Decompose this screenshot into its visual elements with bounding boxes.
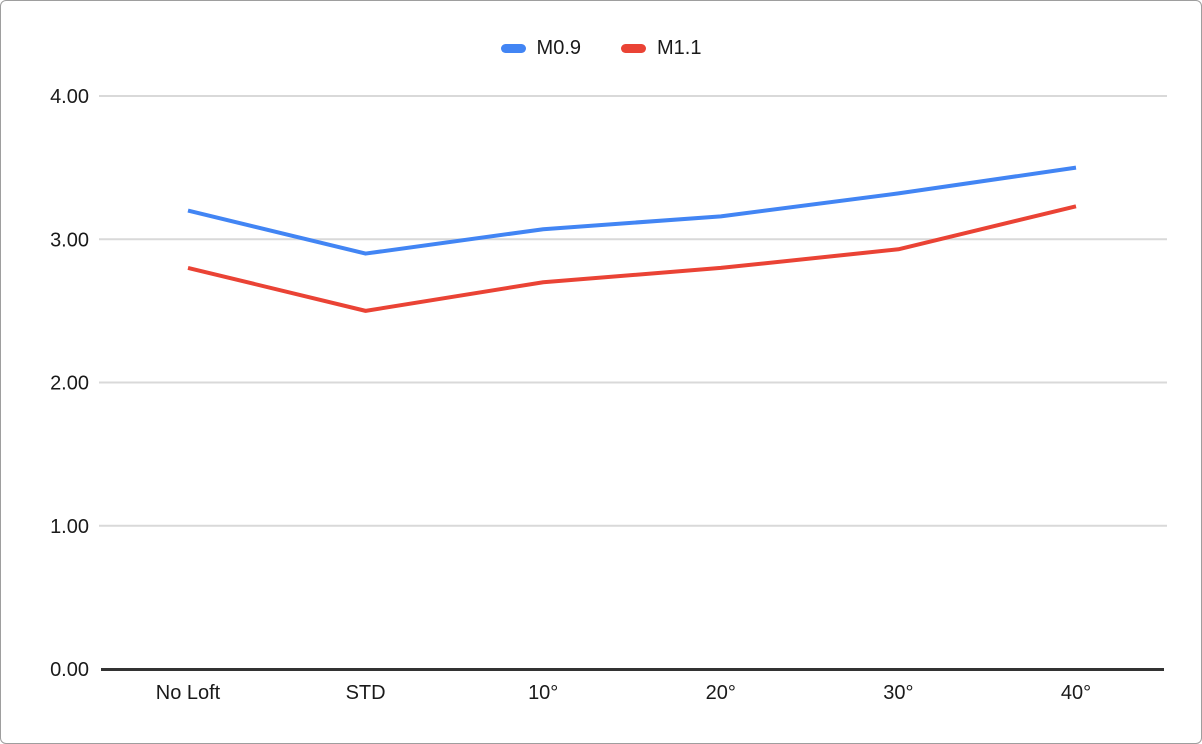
- legend-item-m09: M0.9: [500, 37, 581, 60]
- legend-label: M0.9: [536, 37, 581, 59]
- y-axis-tick-label: 0.00: [50, 659, 89, 681]
- y-axis-tick-label: 2.00: [50, 373, 89, 395]
- x-axis-label: No Loft: [156, 682, 221, 704]
- legend-label: M1.1: [657, 37, 702, 59]
- chart-legend: M0.9 M1.1: [1, 37, 1201, 60]
- y-axis-tick-label: 3.00: [50, 229, 89, 251]
- x-axis-label: 40°: [1061, 682, 1091, 704]
- x-axis-label: STD: [346, 682, 386, 704]
- series-line-m09: [187, 165, 1077, 256]
- x-axis-label: 10°: [528, 682, 558, 704]
- series-line-m11: [187, 204, 1077, 313]
- y-axis-tick-label: 1.00: [50, 516, 89, 538]
- legend-item-m11: M1.1: [621, 37, 701, 60]
- x-axis-label: 20°: [706, 682, 736, 704]
- legend-swatch-icon: [621, 44, 646, 53]
- y-axis-tick-label: 4.00: [50, 86, 89, 108]
- x-axis-label: 30°: [883, 682, 913, 704]
- legend-swatch-icon: [500, 44, 526, 53]
